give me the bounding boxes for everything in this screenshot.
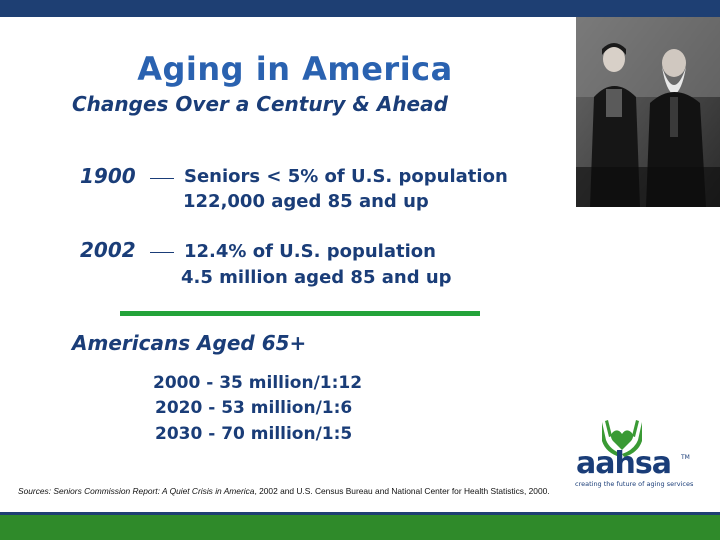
historic-elderly-couple-photo <box>576 17 720 207</box>
dash-1900 <box>150 178 174 179</box>
logo-trademark: TM <box>681 454 690 461</box>
year-1900: 1900 <box>80 164 136 188</box>
projection-2020: 2020 - 53 million/1:6 <box>155 398 353 418</box>
logo-wordmark: aahsa <box>576 446 672 481</box>
projection-2000: 2000 - 35 million/1:12 <box>153 373 363 393</box>
sources-prefix: Sources: Seniors Commission Report: <box>18 486 162 496</box>
slide-title: Aging in America <box>137 50 453 88</box>
bottom-bar <box>0 515 720 540</box>
sources-suffix: , 2002 and U.S. Census Bureau and Nation… <box>254 486 550 496</box>
logo-tagline: creating the future of aging services <box>575 480 694 488</box>
green-divider <box>120 311 480 316</box>
projection-2030: 2030 - 70 million/1:5 <box>155 424 353 444</box>
fact-1900-line1: Seniors < 5% of U.S. population <box>184 166 508 187</box>
fact-2002-line1: 12.4% of U.S. population <box>184 241 436 262</box>
fact-1900-line2: 122,000 aged 85 and up <box>183 191 429 212</box>
top-bar <box>0 0 720 17</box>
sources-note: Sources: Seniors Commission Report: A Qu… <box>18 485 558 497</box>
bottom-rule <box>0 512 720 515</box>
fact-2002-line2: 4.5 million aged 85 and up <box>181 267 452 288</box>
slide-subtitle: Changes Over a Century & Ahead <box>72 92 448 116</box>
section-title: Americans Aged 65+ <box>72 331 307 355</box>
dash-2002 <box>150 252 174 253</box>
hands-holding-heart-icon <box>602 420 642 457</box>
sources-title: A Quiet Crisis in America <box>161 486 255 496</box>
year-2002: 2002 <box>80 238 136 262</box>
